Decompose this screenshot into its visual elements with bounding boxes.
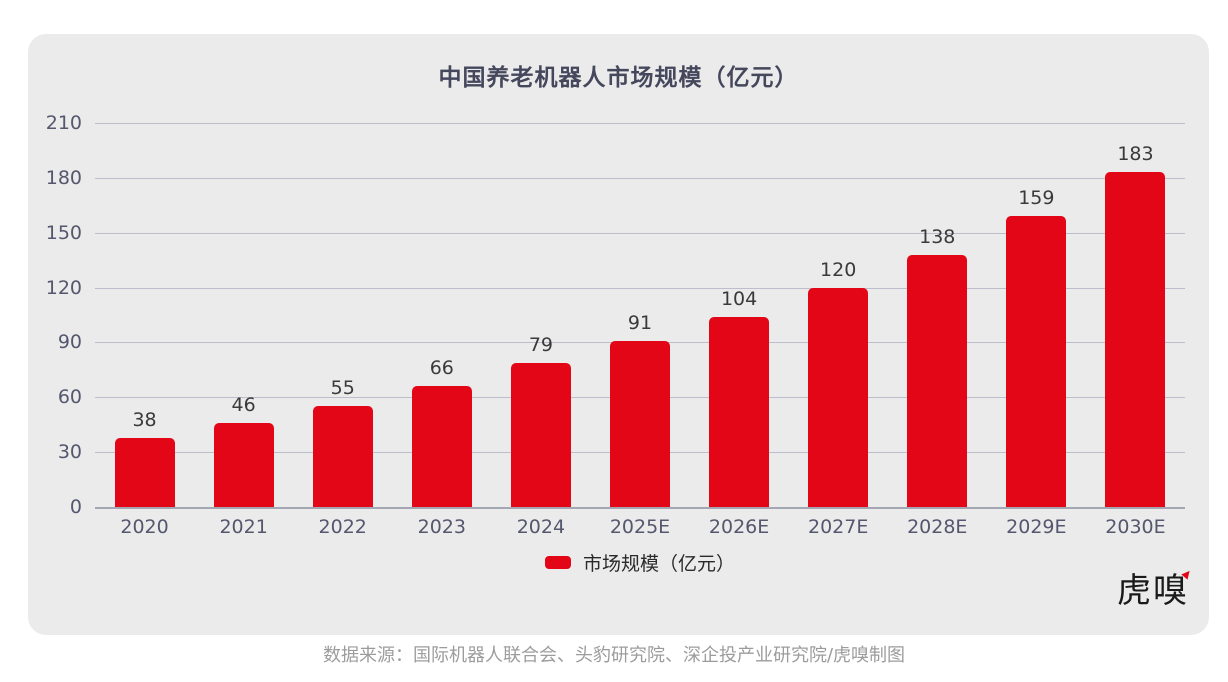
bar-value-label: 120 [820, 258, 857, 281]
gridline [95, 177, 1185, 179]
bar-value-label: 66 [429, 357, 454, 380]
x-tick-label: 2023 [417, 516, 466, 538]
gridline [95, 123, 1185, 124]
logo-text: 虎嗅 [1117, 571, 1189, 611]
bar-value-label: 183 [1117, 143, 1154, 166]
y-tick-label: 150 [45, 221, 82, 244]
bar [610, 340, 670, 507]
x-tick-label: 2025E [609, 516, 671, 538]
gridline [95, 507, 1185, 509]
gridline [95, 287, 1185, 289]
bar-value-label: 79 [528, 333, 553, 356]
x-tick-label: 2027E [807, 516, 869, 538]
x-tick-label: 2020 [120, 516, 169, 538]
bar [114, 437, 175, 507]
y-tick-label: 60 [57, 386, 82, 409]
bar [1105, 172, 1166, 507]
x-tick-label: 2030E [1105, 516, 1166, 538]
bar [510, 362, 571, 507]
bar [1006, 216, 1067, 507]
bar [907, 254, 968, 507]
bar-value-label: 138 [919, 225, 956, 248]
bar-value-label: 46 [231, 393, 256, 416]
huxiu-logo: 虎嗅 [1117, 568, 1193, 613]
legend: 市场规模（亿元） [95, 548, 1185, 576]
bar-value-label: 104 [720, 287, 758, 310]
y-tick-label: 90 [57, 331, 82, 354]
chart-card: 中国养老机器人市场规模（亿元） 0 30 60 90 120 150 180 210 38 202… [28, 34, 1209, 635]
y-tick-label: 210 [45, 112, 82, 134]
bar [213, 422, 274, 507]
bar [411, 386, 472, 507]
x-tick-label: 2026E [708, 516, 770, 538]
bar [312, 406, 373, 507]
legend-label: 市场规模（亿元） [582, 552, 735, 575]
legend-marker [544, 555, 571, 569]
x-tick-label: 2022 [318, 516, 367, 538]
bar-value-label: 91 [627, 311, 653, 334]
plot-area: 0 30 60 90 120 150 180 210 38 2020 46 2021 55 2022 66 2… [28, 34, 1209, 635]
x-tick-label: 2024 [516, 516, 566, 538]
y-tick-label: 120 [45, 276, 82, 299]
source-note: 数据来源：国际机器人联合会、头豹研究院、深企投产业研究院/虎嗅制图 [322, 645, 906, 666]
bar [709, 316, 770, 507]
y-tick-label: 0 [69, 496, 82, 518]
y-tick-label: 30 [57, 441, 82, 464]
bar [808, 287, 869, 507]
x-tick-label: 2029E [1006, 516, 1067, 538]
x-tick-label: 2028E [907, 516, 968, 538]
bar-value-label: 55 [330, 377, 355, 400]
x-tick-label: 2021 [219, 516, 268, 538]
gridline [95, 232, 1185, 234]
y-tick-label: 180 [45, 166, 82, 189]
bar-value-label: 38 [132, 408, 157, 431]
chart-title: 中国养老机器人市场规模（亿元） [438, 65, 799, 91]
bar-value-label: 159 [1018, 187, 1055, 210]
